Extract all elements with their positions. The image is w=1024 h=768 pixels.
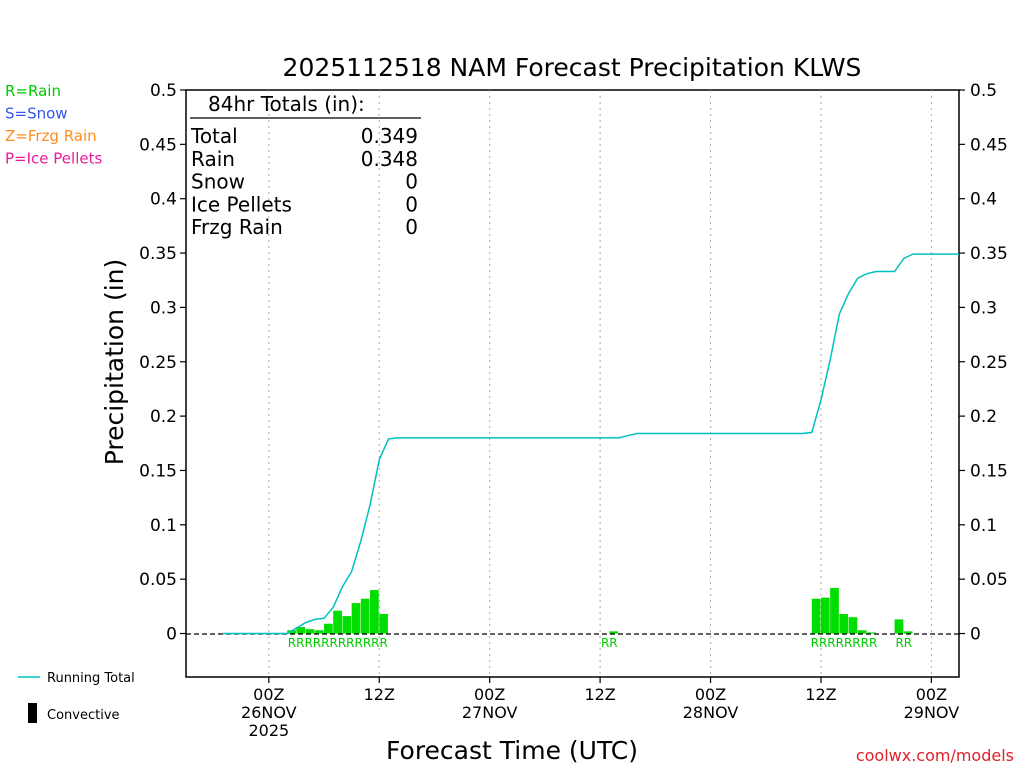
totals-rows: Total 0.349 Rain 0.348 Snow 0 Ice Pellets 0 Frzg… <box>190 124 418 239</box>
y-tick-label-right-1: 0.05 <box>970 570 1008 590</box>
y-tick-label-left-9: 0.45 <box>139 135 177 155</box>
precip-type-marker-0: RRRRRRRRRRRR <box>288 636 388 650</box>
y-axis-ticks: 0 00.05 0.050.1 0.10.15 0.150.2 0.20.25 0.250.… <box>139 81 1008 645</box>
type-legend-item-0: R=Rain <box>5 82 61 100</box>
y-tick-label-left-5: 0.25 <box>139 353 177 373</box>
precip-bar-17 <box>857 630 867 634</box>
totals-value-0: 0.349 <box>361 124 418 148</box>
totals-label-2: Snow <box>191 170 245 194</box>
bar-series <box>287 587 913 634</box>
precip-type-markers: RRRRRRRRRRRR RR RRRRRRRR RR <box>288 636 912 650</box>
precip-type-marker-1: RR <box>601 636 618 650</box>
totals-label-0: Total <box>190 124 238 148</box>
running-total-series <box>222 253 959 635</box>
y-axis-label: Precipitation (in) <box>100 259 129 466</box>
y-tick-label-right-0: 0 <box>970 625 981 645</box>
x-tick-label-4-1: 00Z <box>695 685 726 704</box>
x-tick-label-2-2: 27NOV <box>462 703 518 722</box>
x-tick-label-0-2: 26NOV <box>241 703 297 722</box>
y-tick-label-left-1: 0.05 <box>139 570 177 590</box>
x-tick-label-2-1: 00Z <box>474 685 505 704</box>
precip-bar-16 <box>848 617 858 634</box>
running-total-line <box>222 253 959 635</box>
y-tick-label-left-3: 0.15 <box>139 461 177 481</box>
x-tick-label-6-1: 00Z <box>916 685 947 704</box>
y-tick-label-right-10: 0.5 <box>970 81 997 101</box>
precip-type-marker-2: RRRRRRRR <box>811 636 878 650</box>
convective-legend-swatch <box>28 703 37 723</box>
totals-label-4: Frzg Rain <box>191 215 283 239</box>
series-legend: Running Total Convective <box>18 671 135 723</box>
convective-legend-label: Convective <box>47 708 120 723</box>
precip-bar-4 <box>324 623 333 634</box>
type-legend-item-3: P=Ice Pellets <box>5 150 102 168</box>
credit-text: coolwx.com/models <box>856 746 1014 765</box>
totals-value-2: 0 <box>405 170 418 194</box>
x-tick-label-5-1: 12Z <box>805 685 836 704</box>
totals-value-1: 0.348 <box>361 147 418 171</box>
precip-bar-3 <box>314 630 324 634</box>
x-tick-label-3-1: 12Z <box>584 685 615 704</box>
y-tick-label-right-5: 0.25 <box>970 353 1008 373</box>
precip-bar-9 <box>370 590 379 634</box>
totals-label-3: Ice Pellets <box>191 192 292 216</box>
precip-bar-13 <box>820 597 830 634</box>
x-tick-label-0-3: 2025 <box>248 721 289 740</box>
y-tick-label-right-7: 0.35 <box>970 244 1008 264</box>
y-tick-label-right-2: 0.1 <box>970 516 997 536</box>
type-legend-item-2: Z=Frzg Rain <box>5 127 97 145</box>
totals-value-3: 0 <box>405 192 418 216</box>
y-tick-label-left-7: 0.35 <box>139 244 177 264</box>
y-tick-label-right-4: 0.2 <box>970 407 997 427</box>
precip-bar-0 <box>287 630 296 634</box>
precip-bar-18 <box>866 632 876 634</box>
precip-bar-11 <box>609 631 619 634</box>
x-tick-label-4-2: 28NOV <box>683 703 739 722</box>
totals-heading: 84hr Totals (in): <box>208 92 365 116</box>
precip-bar-15 <box>839 613 849 634</box>
y-tick-label-right-9: 0.45 <box>970 135 1008 155</box>
plot-frame <box>185 89 960 678</box>
grid-lines <box>268 90 932 677</box>
precip-bar-20 <box>903 631 913 634</box>
totals-box: 84hr Totals (in): Total 0.349 Rain 0.348 Sno… <box>190 92 421 239</box>
y-tick-label-left-4: 0.2 <box>150 407 177 427</box>
y-tick-label-right-6: 0.3 <box>970 298 997 318</box>
precip-bar-10 <box>379 613 388 634</box>
precip-bar-8 <box>360 598 370 634</box>
precip-bar-12 <box>811 598 821 634</box>
y-tick-label-right-3: 0.15 <box>970 461 1008 481</box>
running-total-legend-label: Running Total <box>47 671 135 686</box>
precip-type-marker-3: RR <box>895 636 912 650</box>
precip-bar-19 <box>894 619 904 634</box>
chart-title: 2025112518 NAM Forecast Precipitation KL… <box>283 53 862 82</box>
precip-bar-5 <box>333 610 342 634</box>
y-tick-label-left-2: 0.1 <box>150 516 177 536</box>
totals-value-4: 0 <box>405 215 418 239</box>
y-tick-label-right-8: 0.4 <box>970 190 997 210</box>
x-tick-label-1-1: 12Z <box>364 685 395 704</box>
precip-bar-6 <box>342 616 352 634</box>
y-tick-label-left-10: 0.5 <box>150 81 177 101</box>
precip-bar-14 <box>830 587 839 634</box>
precip-bar-2 <box>305 629 315 634</box>
y-tick-label-left-0: 0 <box>166 625 177 645</box>
x-tick-label-6-2: 29NOV <box>904 703 960 722</box>
precip-type-legend: R=Rain S=Snow Z=Frzg Rain P=Ice Pellets <box>5 82 102 168</box>
x-axis-label: Forecast Time (UTC) <box>386 736 638 765</box>
type-legend-item-1: S=Snow <box>5 105 68 123</box>
x-tick-label-0-1: 00Z <box>253 685 284 704</box>
precip-bar-7 <box>351 603 361 634</box>
y-tick-label-left-6: 0.3 <box>150 298 177 318</box>
totals-label-1: Rain <box>191 147 235 171</box>
y-tick-label-left-8: 0.4 <box>150 190 177 210</box>
precip-bar-1 <box>296 626 306 634</box>
